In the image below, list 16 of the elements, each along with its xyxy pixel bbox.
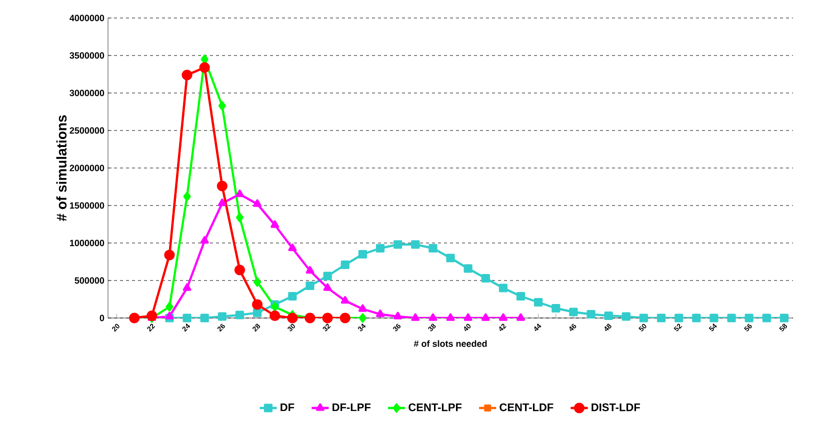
y-tick-label: 3000000 bbox=[70, 90, 104, 96]
y-tick-label: 3500000 bbox=[70, 52, 104, 59]
legend-label: DIST-LDF bbox=[592, 403, 640, 412]
y-tick-label: 1500000 bbox=[70, 202, 104, 209]
y-tick-label: 1000000 bbox=[70, 240, 104, 246]
y-tick-label: 0 bbox=[100, 314, 104, 322]
y-tick-label: 500000 bbox=[74, 277, 104, 284]
y-tick-label: 2000000 bbox=[70, 164, 104, 172]
y-axis-title: # of simulations bbox=[56, 115, 67, 222]
y-tick-label: 2500000 bbox=[70, 127, 104, 134]
legend-label: DF bbox=[280, 403, 294, 412]
x-axis-title: # of slots needed bbox=[414, 340, 487, 347]
legend-label: DF-LPF bbox=[332, 403, 371, 412]
legend-label: CENT-LDF bbox=[500, 403, 554, 412]
legend-label: CENT-LPF bbox=[408, 403, 462, 412]
y-tick-label: 4000000 bbox=[70, 14, 104, 22]
